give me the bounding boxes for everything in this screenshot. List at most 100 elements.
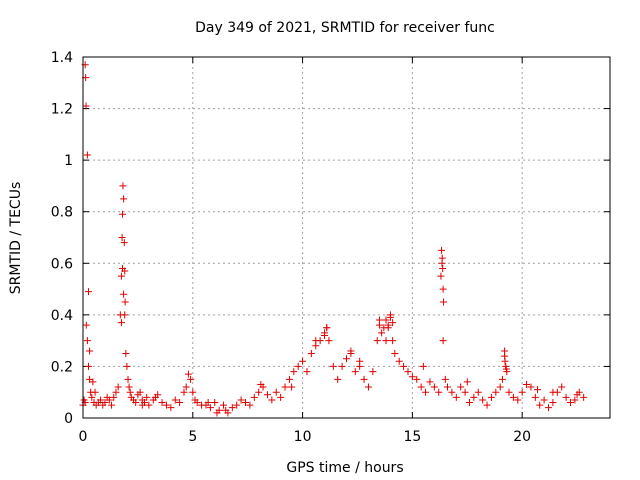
data-point — [400, 362, 408, 370]
data-point — [272, 388, 280, 396]
data-point — [182, 383, 190, 391]
data-point — [527, 383, 535, 391]
data-point — [82, 102, 90, 110]
data-point — [323, 324, 331, 332]
data-point — [440, 298, 448, 306]
data-point — [536, 401, 544, 409]
data-point — [325, 337, 333, 345]
data-point — [101, 399, 109, 407]
data-point — [419, 362, 427, 370]
y-tick-label: 0.6 — [51, 256, 73, 272]
data-point — [395, 357, 403, 365]
data-point — [334, 375, 342, 383]
data-point — [470, 393, 478, 401]
data-point — [117, 319, 125, 327]
data-point — [117, 272, 125, 280]
data-point — [246, 401, 254, 409]
x-tick-label: 10 — [294, 429, 312, 445]
data-point — [299, 357, 307, 365]
data-point — [89, 378, 97, 386]
data-point — [426, 378, 434, 386]
data-point — [112, 388, 120, 396]
data-point — [417, 383, 425, 391]
data-point — [498, 375, 506, 383]
data-point — [438, 254, 446, 262]
data-point — [404, 368, 412, 376]
data-point — [189, 388, 197, 396]
data-point — [439, 337, 447, 345]
data-point — [241, 399, 249, 407]
data-point — [573, 391, 581, 399]
x-tick-label: 5 — [188, 429, 197, 445]
data-point — [373, 337, 381, 345]
data-point — [531, 393, 539, 401]
data-point — [91, 388, 99, 396]
data-point — [105, 396, 113, 404]
data-point — [378, 329, 386, 337]
data-point — [124, 375, 132, 383]
y-tick-label: 1 — [64, 153, 73, 169]
data-point — [501, 347, 509, 355]
data-point — [438, 246, 446, 254]
data-point — [540, 396, 548, 404]
data-point — [162, 401, 170, 409]
y-tick-label: 0.8 — [51, 205, 73, 221]
data-point — [220, 401, 228, 409]
data-point — [492, 388, 500, 396]
data-point — [120, 195, 128, 203]
data-point — [375, 321, 383, 329]
data-point — [571, 396, 579, 404]
data-point — [562, 393, 570, 401]
data-point — [343, 355, 350, 363]
data-point — [193, 399, 201, 407]
y-tick-label: 1.2 — [51, 102, 73, 118]
chart-title: Day 349 of 2021, SRMTID for receiver fun… — [195, 20, 495, 36]
data-point — [125, 383, 133, 391]
data-point — [502, 365, 510, 373]
data-point — [487, 393, 495, 401]
data-point — [187, 375, 195, 383]
data-point — [119, 182, 127, 190]
data-point — [294, 362, 302, 370]
data-point — [347, 347, 355, 355]
data-point — [382, 316, 390, 324]
y-tick-label: 0.2 — [51, 359, 73, 375]
data-point — [158, 399, 166, 407]
data-point — [518, 388, 526, 396]
data-point — [566, 399, 574, 407]
data-point — [119, 210, 127, 218]
data-point — [281, 383, 289, 391]
data-point — [285, 375, 293, 383]
data-point — [180, 388, 188, 396]
data-point — [391, 350, 399, 358]
data-point — [321, 331, 329, 339]
data-point — [360, 375, 368, 383]
data-point — [171, 396, 179, 404]
data-point — [211, 399, 219, 407]
data-point — [233, 401, 241, 409]
data-point — [143, 393, 151, 401]
data-point — [86, 347, 94, 355]
data-point — [138, 396, 146, 404]
data-point — [145, 401, 153, 409]
data-point — [121, 298, 129, 306]
data-point — [268, 396, 276, 404]
data-point — [474, 388, 482, 396]
x-axis-label: GPS time / hours — [286, 460, 403, 476]
data-point — [120, 239, 128, 247]
data-point — [228, 404, 236, 412]
data-point — [122, 350, 130, 358]
data-point — [384, 324, 392, 332]
data-point — [126, 388, 134, 396]
data-point — [382, 337, 390, 345]
axis-ticks — [82, 56, 610, 419]
data-point — [83, 337, 91, 345]
data-point — [222, 406, 230, 414]
data-point — [277, 393, 285, 401]
data-point — [288, 383, 296, 391]
data-point — [184, 370, 192, 378]
data-point — [307, 350, 315, 358]
data-point — [255, 388, 263, 396]
data-point — [483, 401, 491, 409]
data-point — [204, 399, 212, 407]
